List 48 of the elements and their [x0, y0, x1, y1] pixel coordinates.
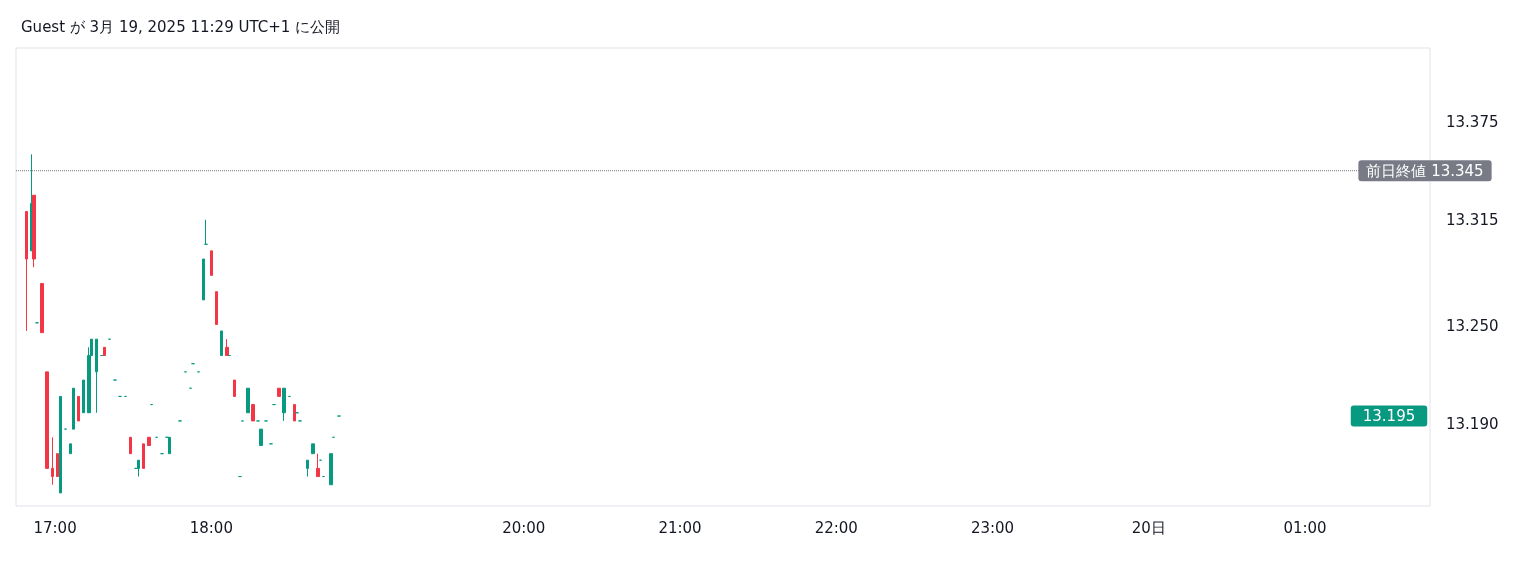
annotation: 13.195 — [1362, 407, 1416, 426]
y-tick-label: 13.375 — [1446, 112, 1499, 131]
candlestick — [32, 194, 36, 268]
candlestick — [137, 459, 140, 478]
candlestick — [311, 443, 315, 455]
x-tick-label: 01:00 — [1283, 518, 1327, 537]
x-tick-label: 22:00 — [814, 518, 858, 537]
x-tick-label: 23:00 — [970, 518, 1015, 537]
x-tick-label: 18:00 — [189, 518, 233, 537]
candlestick — [259, 428, 263, 446]
candlestick — [277, 387, 281, 397]
chart-title: Guest が 3月 19, 2025 11:29 UTC+1 に公開 — [21, 17, 341, 36]
candlestick — [77, 395, 80, 422]
x-tick-label: 17:00 — [33, 518, 77, 537]
candlestick — [95, 338, 98, 414]
candlestick — [25, 211, 28, 332]
x-tick-label: 21:00 — [658, 518, 702, 537]
candlestick — [129, 436, 132, 455]
candlestick — [233, 379, 236, 397]
candlestick — [168, 436, 171, 455]
candlestick — [306, 459, 309, 478]
x-tick-label: 20:00 — [502, 518, 546, 537]
candlestick — [103, 346, 106, 357]
candlestick — [210, 250, 213, 276]
candlestick — [220, 330, 223, 357]
y-tick-label: 13.250 — [1446, 317, 1499, 336]
candlestick — [246, 387, 250, 414]
y-tick-label: 13.190 — [1446, 415, 1499, 434]
candlestick — [45, 371, 49, 469]
candlestick — [147, 436, 151, 446]
candlestick — [282, 387, 286, 422]
y-tick-label: 13.315 — [1446, 210, 1499, 229]
candlestick — [40, 283, 44, 334]
candlestick — [329, 453, 333, 486]
candlestick — [202, 258, 205, 301]
candlestick — [72, 387, 75, 430]
candlestick — [82, 379, 85, 414]
candlestick — [251, 404, 255, 422]
candlestick — [51, 436, 54, 486]
candlestick — [56, 453, 59, 478]
candlestick — [215, 291, 218, 325]
ref-line-label: 前日終値 13.345 — [1366, 161, 1484, 180]
candlestick — [69, 443, 72, 455]
candlestick — [293, 404, 296, 422]
candlestick — [204, 219, 208, 245]
candlestick — [142, 443, 145, 469]
x-tick-label: 20日 — [1131, 518, 1166, 537]
candlestick — [59, 395, 62, 494]
